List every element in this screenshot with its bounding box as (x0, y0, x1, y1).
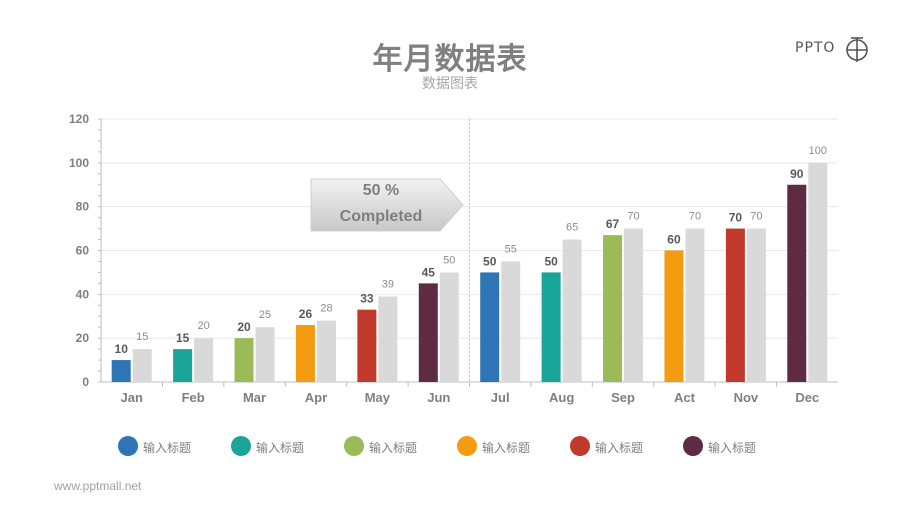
logo-mark-icon (846, 37, 868, 62)
progress-callout: 50 % Completed (310, 178, 464, 232)
bar-target (316, 320, 336, 382)
brand-logo: PPTO (795, 34, 875, 64)
bar-target-label: 25 (259, 309, 271, 321)
bar-actual-label: 50 (544, 254, 558, 268)
bar-target-label: 70 (750, 211, 762, 223)
bar-target (378, 296, 398, 382)
bar-target-label: 39 (382, 279, 394, 291)
y-tick-label: 40 (76, 287, 90, 301)
bar-actual (725, 228, 745, 382)
x-category-label: May (365, 390, 391, 405)
bar-actual-label: 33 (360, 292, 374, 306)
x-category-label: Sep (611, 390, 635, 405)
x-category-label: Jul (491, 390, 510, 405)
y-tick-label: 100 (69, 156, 89, 170)
page-title: 年月数据表 (372, 43, 528, 76)
y-tick-label: 20 (76, 331, 90, 345)
bar-actual (111, 360, 131, 382)
x-category-label: Jun (427, 390, 450, 405)
x-category-label: Act (674, 390, 696, 405)
logo-text: PPTO (795, 40, 836, 56)
bar-target-label: 15 (136, 331, 148, 343)
bar-target (255, 327, 275, 382)
bar-target (808, 162, 828, 382)
bar-actual (787, 184, 807, 382)
bar-actual-label: 26 (299, 307, 313, 321)
legend-label: 输入标题 (482, 441, 531, 455)
bar-target-label: 100 (809, 145, 827, 157)
legend-label: 输入标题 (369, 441, 418, 455)
bar-target-label: 28 (320, 303, 332, 315)
bar-actual (541, 272, 561, 382)
legend-swatch (118, 436, 138, 456)
bar-target (562, 239, 582, 382)
bar-actual-label: 60 (667, 233, 681, 247)
x-category-label: Aug (549, 390, 574, 405)
bar-actual-label: 67 (606, 217, 620, 231)
bar-target (746, 228, 766, 382)
legend-swatch (683, 436, 703, 456)
y-tick-label: 80 (76, 200, 90, 214)
bar-target (194, 338, 214, 382)
bar-actual (173, 349, 193, 382)
bar-actual-label: 45 (422, 265, 436, 279)
x-category-label: Apr (305, 390, 327, 405)
legend-swatch (344, 436, 364, 456)
bar-target (132, 349, 152, 382)
page-subtitle: 数据图表 (422, 75, 478, 91)
bar-actual (418, 283, 438, 382)
callout-percent: 50 % (362, 182, 400, 199)
bar-target-label: 50 (443, 254, 455, 266)
bar-actual-label: 50 (483, 254, 497, 268)
footer-url: www.pptmall.net (54, 479, 142, 493)
bar-actual (295, 325, 315, 382)
legend-label: 输入标题 (256, 441, 305, 455)
bar-target (685, 228, 705, 382)
bar-actual (234, 338, 254, 382)
bar-actual-label: 20 (237, 320, 251, 334)
callout-status: Completed (339, 208, 423, 225)
legend-swatch (231, 436, 251, 456)
bar-target (501, 261, 521, 382)
x-category-label: Mar (243, 390, 266, 405)
bar-actual-label: 70 (729, 211, 743, 225)
legend-label: 输入标题 (708, 441, 757, 455)
y-tick-label: 120 (69, 112, 89, 126)
bar-actual (480, 272, 500, 382)
legend-swatch (570, 436, 590, 456)
y-tick-label: 60 (76, 244, 90, 258)
bar-actual-label: 90 (790, 167, 804, 181)
x-category-label: Dec (795, 390, 819, 405)
bar-target (624, 228, 644, 382)
bar-target-label: 70 (689, 211, 701, 223)
callout-arrow-shape (310, 178, 464, 232)
y-tick-label: 0 (82, 375, 89, 389)
legend-label: 输入标题 (143, 441, 192, 455)
bar-target-label: 70 (627, 211, 639, 223)
x-category-label: Feb (182, 390, 205, 405)
bar-actual (603, 235, 623, 382)
bar-target-label: 65 (566, 222, 578, 234)
bar-actual (664, 250, 684, 382)
legend-swatch (457, 436, 477, 456)
x-category-label: Jan (121, 390, 143, 405)
legend-label: 输入标题 (595, 441, 644, 455)
x-category-label: Nov (734, 390, 759, 405)
bar-actual-label: 10 (115, 342, 129, 356)
bar-target-label: 20 (198, 320, 210, 332)
bar-actual-label: 15 (176, 331, 190, 345)
bar-target (439, 272, 459, 382)
bar-actual (357, 309, 377, 382)
bar-target-label: 55 (505, 243, 517, 255)
